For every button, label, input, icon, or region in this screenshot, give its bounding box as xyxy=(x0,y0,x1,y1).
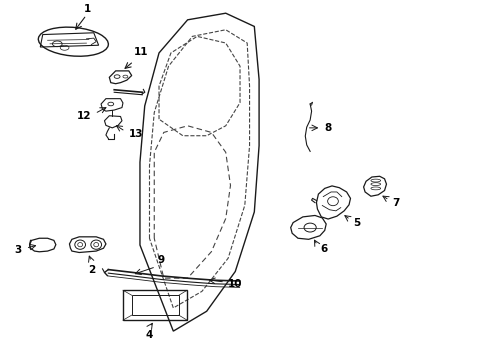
Text: 9: 9 xyxy=(158,255,165,265)
Text: 5: 5 xyxy=(353,217,360,228)
Text: 2: 2 xyxy=(87,265,95,275)
Text: 4: 4 xyxy=(146,330,153,340)
Text: 1: 1 xyxy=(84,4,91,14)
Text: 6: 6 xyxy=(320,244,327,254)
Text: 7: 7 xyxy=(391,198,399,208)
Text: 3: 3 xyxy=(15,245,22,255)
Text: 10: 10 xyxy=(227,279,242,289)
Text: 8: 8 xyxy=(324,123,331,133)
Text: 13: 13 xyxy=(128,129,143,139)
Text: 11: 11 xyxy=(134,47,148,57)
Text: 12: 12 xyxy=(77,112,91,121)
